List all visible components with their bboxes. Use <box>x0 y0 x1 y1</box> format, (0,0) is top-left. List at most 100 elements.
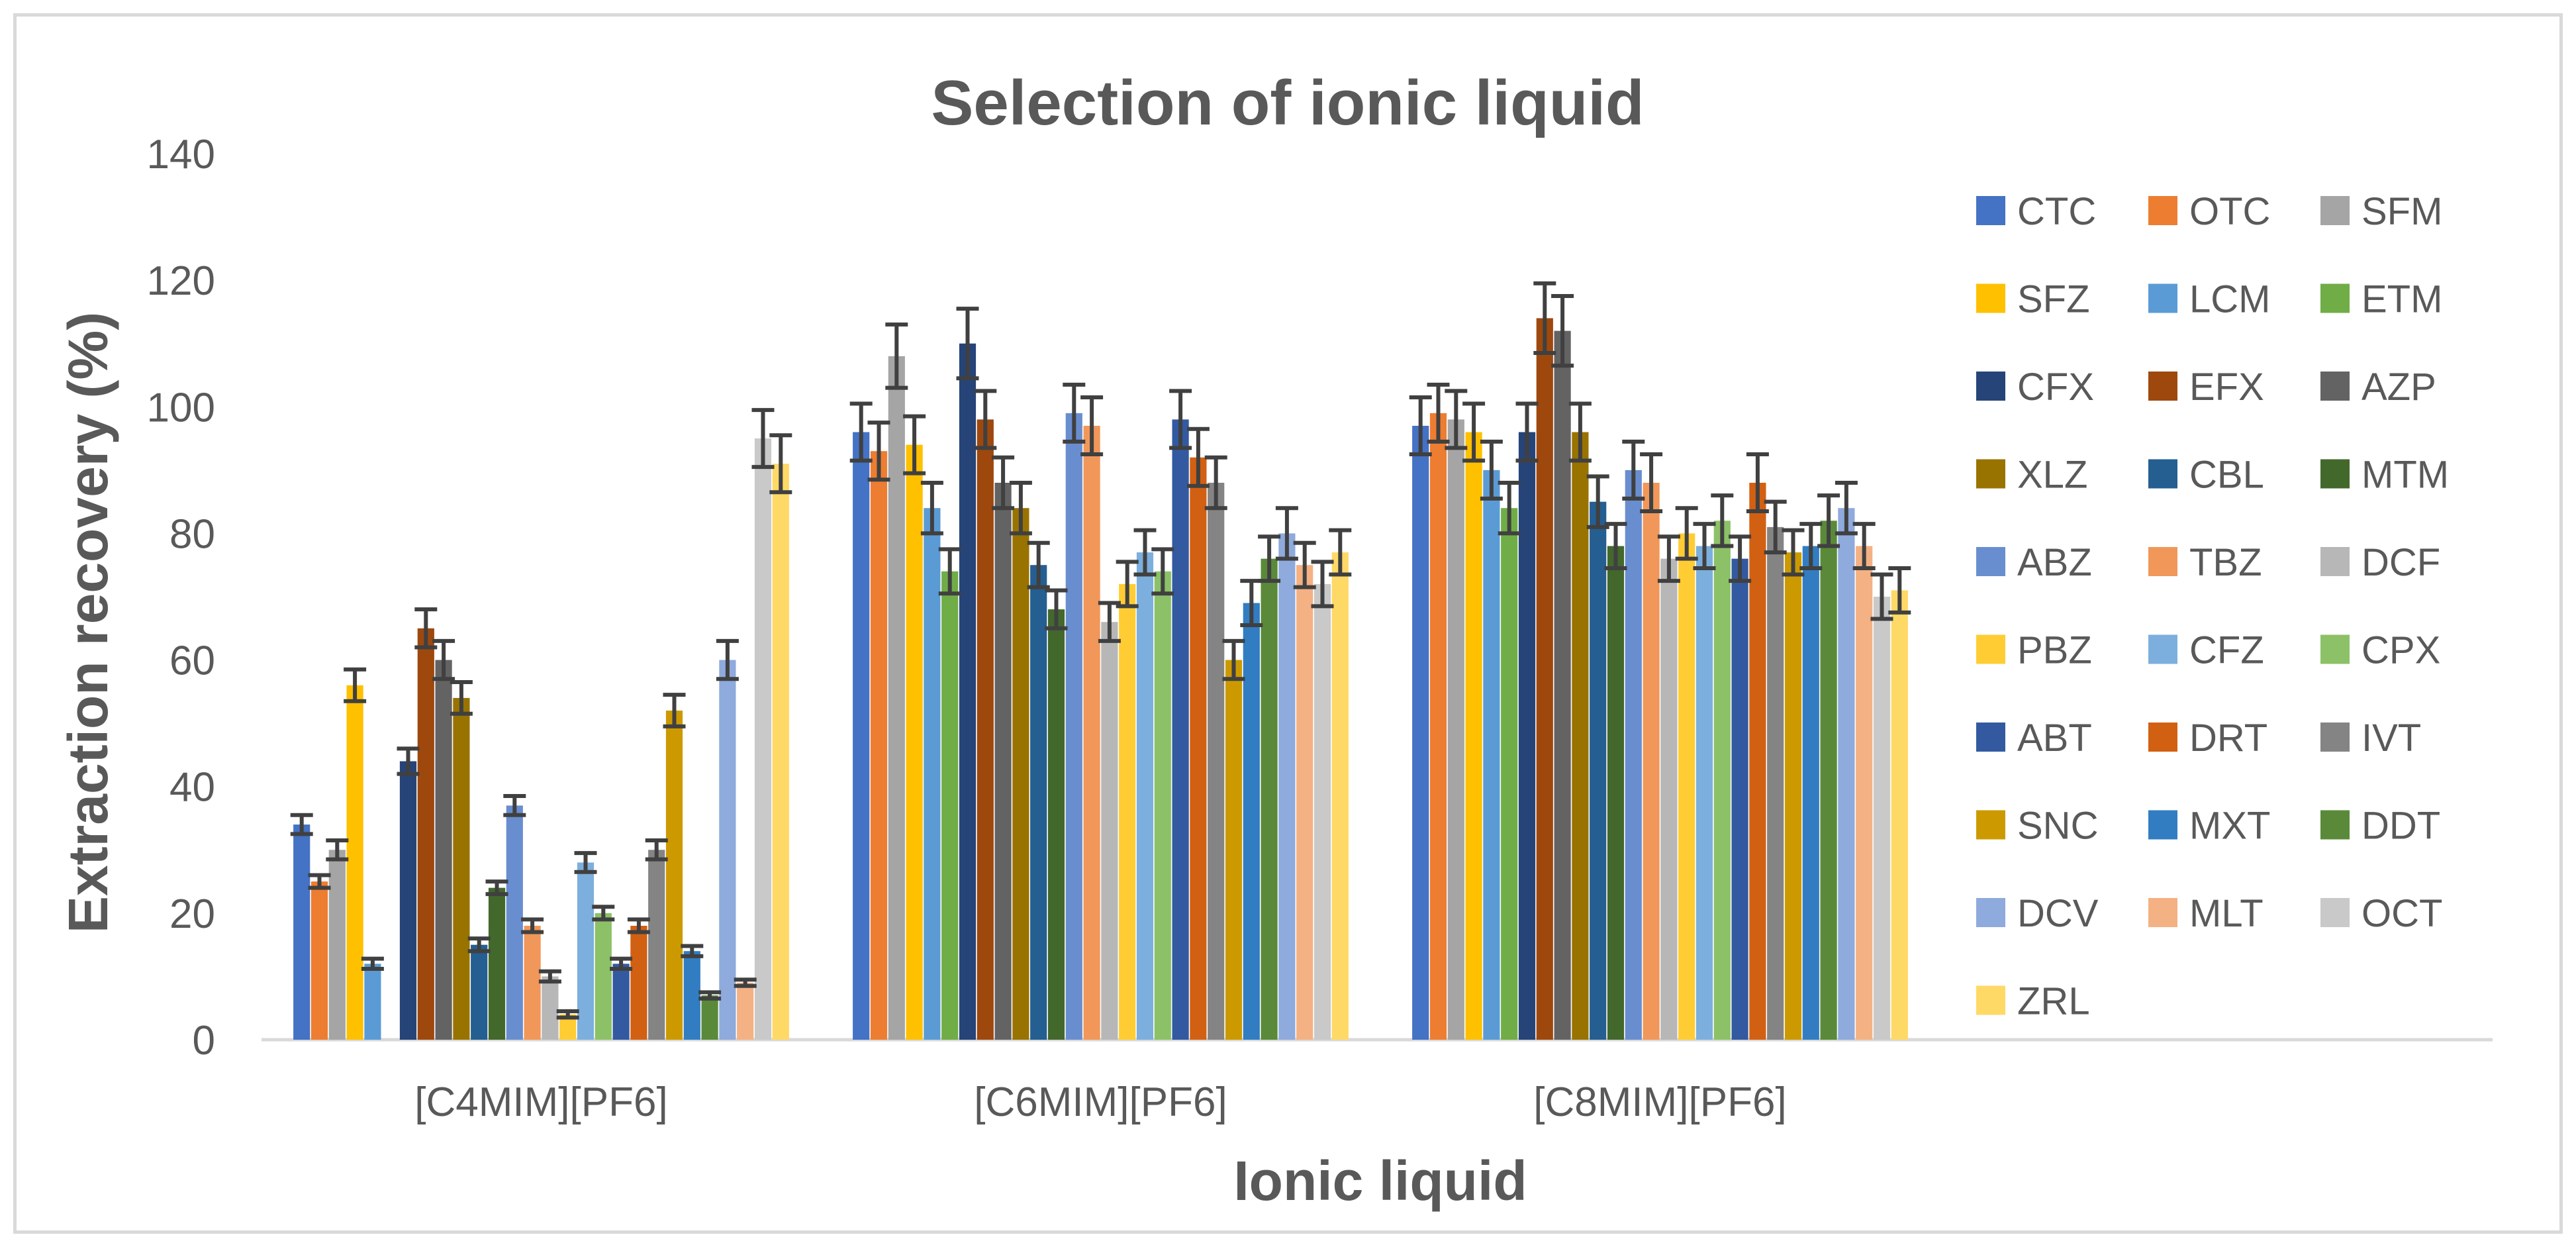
bar-zrl-2 <box>1331 552 1349 1040</box>
error-bar-mtm-1 <box>485 879 508 897</box>
legend-swatch <box>2320 634 2350 664</box>
legend-label: CTC <box>2017 190 2096 233</box>
y-tick-label: 100 <box>147 385 215 430</box>
x-tick-label: [C6MIM][PF6] <box>974 1079 1227 1125</box>
bar-dcf-2 <box>1101 622 1118 1040</box>
bar-pbz-3 <box>1678 533 1695 1040</box>
error-bar-ddt-1 <box>698 990 722 1001</box>
error-bar-dcf-2 <box>1098 601 1121 643</box>
legend-label: SFM <box>2361 190 2442 233</box>
bar-ctc-1 <box>293 824 310 1040</box>
legend-item-mxt: MXT <box>2148 805 2270 848</box>
bar-oct-1 <box>754 438 772 1040</box>
legend-item-zrl: ZRL <box>1976 980 2090 1023</box>
error-bar-cpx-1 <box>592 905 615 922</box>
error-bar-mlt-3 <box>1852 522 1876 570</box>
bar-oct-2 <box>1313 583 1331 1040</box>
bar-ivt-2 <box>1208 482 1225 1040</box>
legend-item-cfx: CFX <box>1976 366 2094 409</box>
error-bar-tbz-3 <box>1640 452 1663 513</box>
legend-label: MLT <box>2189 892 2264 935</box>
error-bar-xlz-1 <box>450 680 473 716</box>
error-bar-ivt-1 <box>645 838 668 862</box>
error-bar-oct-1 <box>751 408 775 470</box>
legend-label: ABT <box>2017 717 2092 760</box>
legend-label: DRT <box>2189 717 2267 760</box>
bar-cpx-3 <box>1713 521 1731 1040</box>
error-bar-abz-1 <box>503 794 526 817</box>
y-tick-label: 40 <box>169 765 215 811</box>
bar-cpx-2 <box>1154 571 1171 1040</box>
bar-dcv-1 <box>719 660 736 1040</box>
error-bar-cfz-3 <box>1693 522 1716 570</box>
error-bar-dcv-1 <box>716 638 739 681</box>
error-bar-pbz-3 <box>1675 506 1698 561</box>
legend-swatch <box>1976 810 2005 840</box>
bar-cfz-1 <box>577 862 595 1040</box>
legend-item-otc: OTC <box>2148 190 2270 233</box>
bar-sfz-2 <box>906 444 923 1040</box>
bar-otc-3 <box>1429 413 1447 1040</box>
bar-otc-2 <box>870 451 888 1040</box>
bar-xlz-3 <box>1572 432 1589 1040</box>
error-bar-drt-2 <box>1186 426 1210 488</box>
legend-item-abt: ABT <box>1976 717 2092 760</box>
legend-label: CPX <box>2361 629 2440 672</box>
error-bar-mxt-1 <box>681 944 704 958</box>
legend-label: IVT <box>2361 717 2421 760</box>
bar-snc-3 <box>1784 552 1802 1040</box>
legend-item-mtm: MTM <box>2320 454 2449 497</box>
bar-etm-3 <box>1501 508 1518 1040</box>
bar-abz-2 <box>1065 413 1082 1040</box>
bar-cfz-2 <box>1136 552 1154 1040</box>
error-bar-mlt-1 <box>734 977 757 988</box>
legend-item-mlt: MLT <box>2148 892 2264 935</box>
legend-label: SFZ <box>2017 278 2090 321</box>
error-bar-cfx-2 <box>956 307 979 381</box>
error-bar-efx-1 <box>414 607 438 650</box>
error-bar-otc-1 <box>308 873 331 890</box>
legend-swatch <box>2148 810 2177 840</box>
error-bar-ctc-3 <box>1409 395 1432 456</box>
error-bar-pbz-1 <box>556 1009 579 1020</box>
bar-cbl-3 <box>1590 501 1607 1040</box>
bar-efx-1 <box>417 628 434 1040</box>
error-bar-efx-2 <box>974 389 997 450</box>
legend-item-azp: AZP <box>2320 366 2436 409</box>
error-bar-sfm-3 <box>1445 389 1468 450</box>
legend-label: DCF <box>2361 541 2440 584</box>
legend-swatch <box>2148 459 2177 489</box>
legend-item-drt: DRT <box>2148 717 2267 760</box>
bar-dcf-3 <box>1660 558 1678 1040</box>
error-bar-lcm-2 <box>920 480 943 536</box>
error-bar-tbz-1 <box>521 917 544 934</box>
bar-sfm-1 <box>328 850 346 1040</box>
error-bar-ctc-1 <box>290 813 313 836</box>
bar-ivt-1 <box>648 850 665 1040</box>
error-bar-azp-1 <box>432 638 455 681</box>
legend-swatch <box>2320 372 2350 401</box>
legend-item-etm: ETM <box>2320 278 2442 321</box>
bar-mlt-1 <box>737 982 754 1040</box>
bar-zrl-1 <box>772 464 789 1040</box>
legend-label: ZRL <box>2017 980 2090 1023</box>
bar-abz-1 <box>506 805 523 1040</box>
bar-ddt-2 <box>1261 558 1278 1040</box>
error-bar-mtm-3 <box>1604 522 1627 570</box>
bar-snc-1 <box>665 711 683 1040</box>
legend-swatch <box>2148 283 2177 313</box>
error-bar-mtm-2 <box>1045 588 1068 630</box>
error-bar-abz-3 <box>1622 439 1645 501</box>
x-tick-label: [C8MIM][PF6] <box>1533 1079 1786 1125</box>
legend-swatch <box>1976 283 2005 313</box>
error-bar-xlz-2 <box>1009 480 1032 536</box>
legend-swatch <box>2148 634 2177 664</box>
bar-drt-1 <box>630 925 647 1040</box>
legend-label: CFZ <box>2189 629 2264 672</box>
bar-abt-1 <box>612 964 630 1040</box>
y-tick-label: 60 <box>169 638 215 684</box>
bar-mlt-3 <box>1856 546 1873 1040</box>
error-bar-sfz-2 <box>903 414 926 475</box>
error-bar-cfz-1 <box>574 851 597 874</box>
bar-abt-3 <box>1731 558 1748 1040</box>
